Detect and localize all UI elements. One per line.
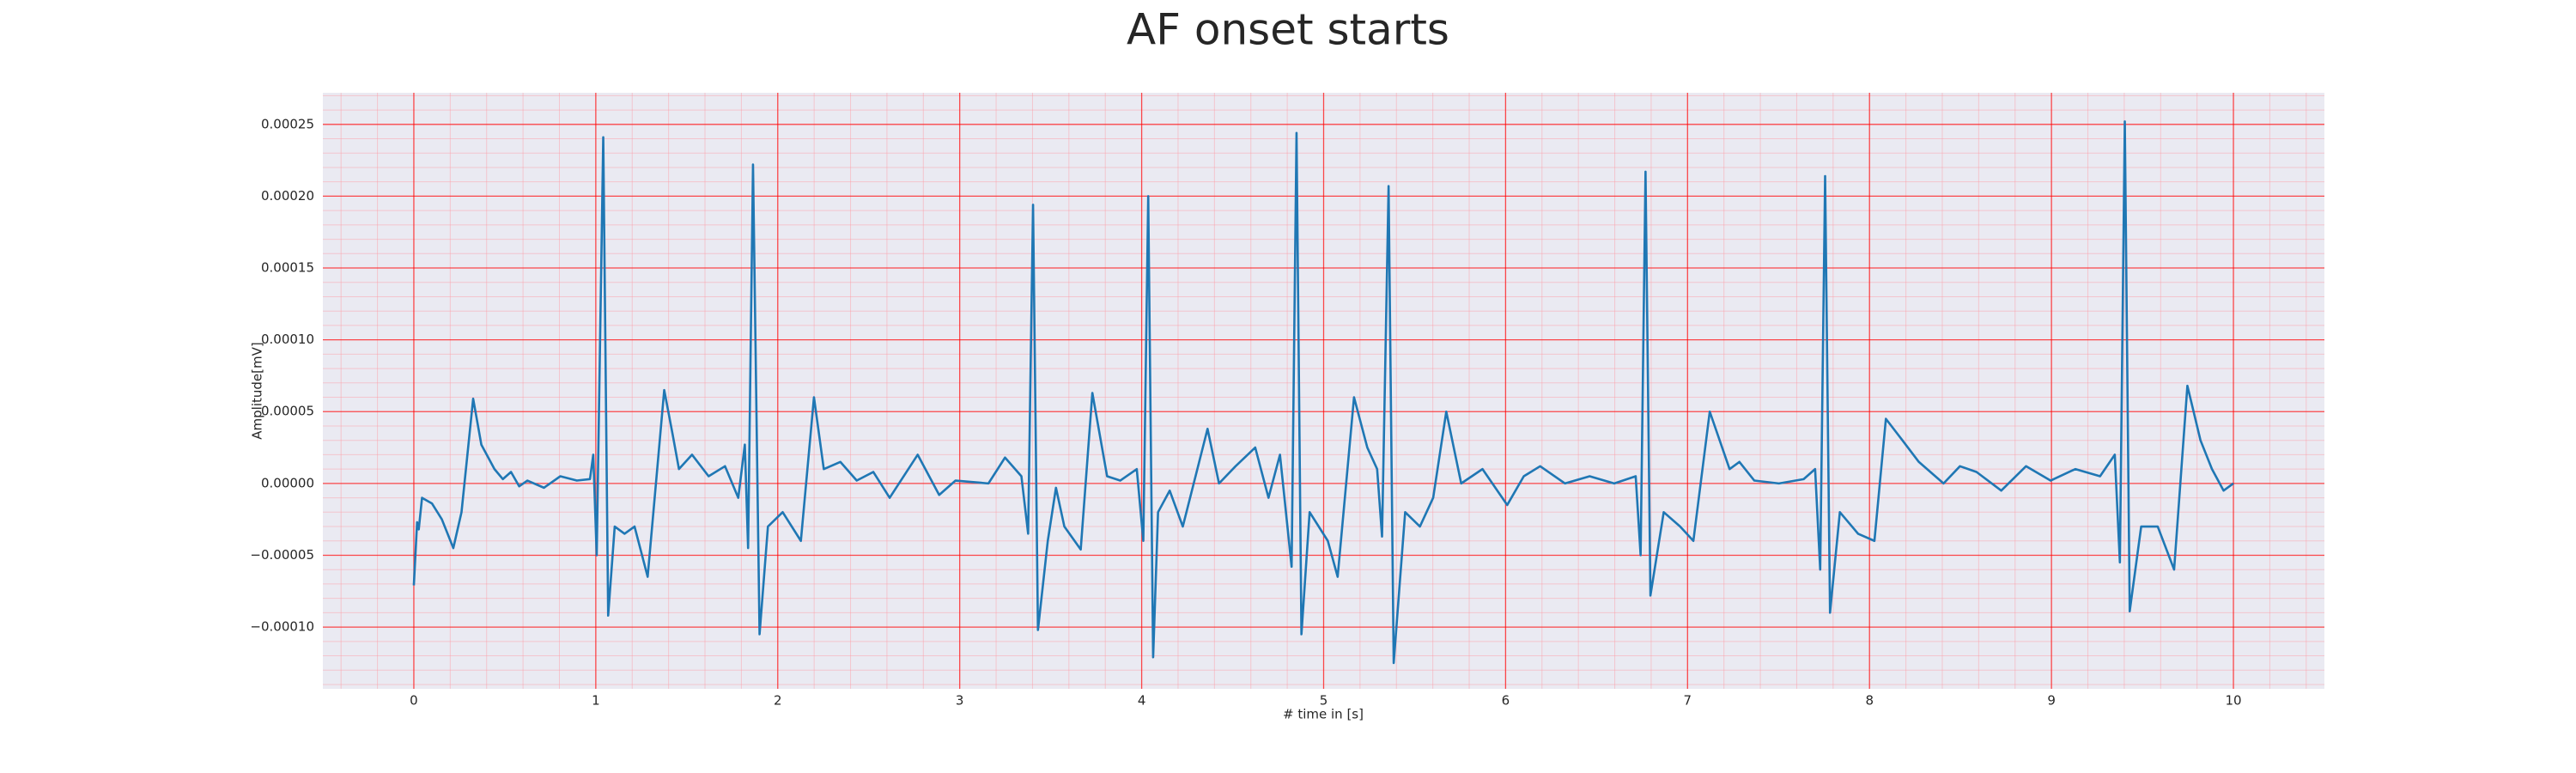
marks [412, 120, 2234, 665]
ecg-line [412, 120, 2234, 665]
y-tick-label: −0.00010 [250, 619, 314, 635]
grid [323, 93, 2324, 689]
x-tick-label: 9 [2047, 693, 2056, 709]
x-tick-label: 6 [1502, 693, 1510, 709]
labels: 0 1 2 3 4 5 6 7 8 9 10 −0.00010 −0.00005 0.00000 0.000… [250, 116, 2241, 708]
x-tick-label: 0 [410, 693, 418, 709]
y-tick-label: 0.00025 [261, 116, 314, 131]
x-tick-label: 10 [2225, 693, 2241, 709]
x-tick-label: 4 [1138, 693, 1146, 709]
y-tick-label: 0.00020 [261, 188, 314, 204]
x-tick-label: 1 [592, 693, 600, 709]
y-tick-label: 0.00005 [261, 404, 314, 419]
y-tick-label: 0.00000 [261, 475, 314, 490]
x-tick-label: 7 [1684, 693, 1692, 709]
chart-title: AF onset starts [1127, 5, 1449, 55]
x-tick-label: 8 [1865, 693, 1874, 709]
y-tick-label: 0.00010 [261, 332, 314, 347]
x-tick-label: 5 [1320, 693, 1328, 709]
y-axis-label: Amplitude[mV] [250, 342, 265, 439]
x-tick-label: 2 [774, 693, 782, 709]
y-tick-label: 0.00015 [261, 260, 314, 276]
y-tick-label: −0.00005 [250, 547, 314, 563]
x-tick-label: 3 [956, 693, 964, 709]
x-axis-label: # time in [s] [1283, 707, 1364, 722]
